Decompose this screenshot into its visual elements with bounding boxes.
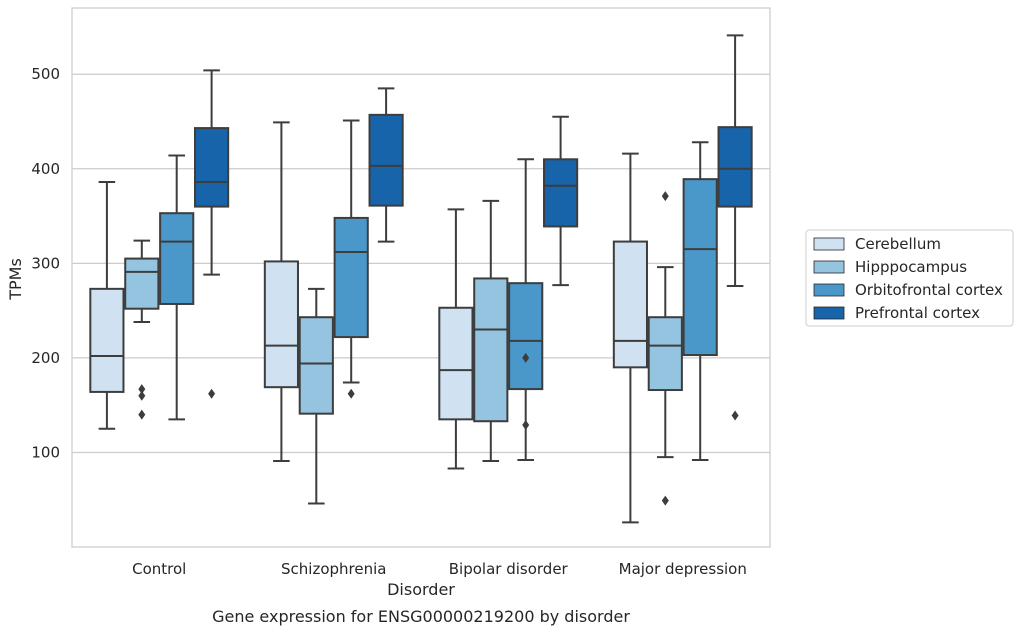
outlier-point: [208, 388, 216, 399]
box-body: [263, 260, 299, 389]
box-orbitofrontal-cortex: [333, 119, 369, 399]
legend-entry-label: Hipppocampus: [855, 258, 967, 276]
plot-area-frame: [71, 7, 771, 548]
legend-frame: [805, 229, 1014, 327]
box-body: [89, 287, 125, 393]
box-body: [508, 282, 544, 391]
box-orbitofrontal-cortex: [508, 158, 544, 462]
outlier-point: [347, 388, 355, 399]
box-prefrontal-cortex: [368, 87, 404, 243]
chart-caption: Gene expression for ENSG00000219200 by d…: [212, 607, 630, 626]
box-orbitofrontal-cortex: [159, 154, 195, 421]
outlier-point: [661, 191, 669, 202]
y-tick-label: 400: [31, 160, 60, 178]
box-groups: [89, 34, 753, 524]
x-tick-label: Schizophrenia: [281, 560, 386, 578]
y-axis-label: TPMs: [6, 258, 25, 301]
legend-swatch: [813, 260, 845, 274]
box-body: [194, 127, 230, 208]
x-axis-label: Disorder: [387, 580, 455, 599]
box-body: [647, 316, 683, 392]
y-tick-label: 200: [31, 349, 60, 367]
outlier-point: [661, 495, 669, 506]
x-tick-label: Major depression: [619, 560, 747, 578]
legend-swatch: [813, 237, 845, 251]
y-tick-label: 100: [31, 443, 60, 461]
y-tick-label: 500: [31, 65, 60, 83]
x-axis-ticks: Control Schizophrenia Bipolar disorder Majo…: [132, 560, 747, 578]
legend-entry-label: Prefrontal cortex: [855, 304, 980, 322]
outlier-point: [731, 410, 739, 421]
box-cerebellum: [612, 152, 648, 524]
box-body: [159, 212, 195, 305]
box-body: [124, 257, 160, 310]
box-prefrontal-cortex: [717, 34, 753, 421]
box-prefrontal-cortex: [543, 115, 579, 287]
box-hipppocampus: [647, 191, 683, 506]
y-tick-label: 300: [31, 254, 60, 272]
box-prefrontal-cortex: [194, 69, 230, 399]
outlier-point: [522, 420, 530, 431]
y-axis-ticks: 100 200 300 400 500: [31, 65, 60, 461]
box-body: [473, 277, 509, 423]
box-body: [333, 216, 369, 339]
legend-entry-label: Orbitofrontal cortex: [855, 281, 1003, 299]
outlier-point: [522, 352, 530, 363]
box-orbitofrontal-cortex: [682, 141, 718, 462]
box-body: [438, 306, 474, 421]
box-cerebellum: [263, 121, 299, 462]
legend-swatch: [813, 283, 845, 297]
x-tick-label: Control: [132, 560, 186, 578]
box-cerebellum: [89, 180, 125, 430]
box-hipppocampus: [298, 287, 334, 505]
legend: Cerebellum Hipppocampus Orbitofrontal cort…: [805, 229, 1014, 327]
box-hipppocampus: [124, 239, 160, 420]
box-body: [543, 158, 579, 228]
box-body: [368, 113, 404, 207]
outlier-point: [138, 409, 146, 420]
box-body: [298, 316, 334, 415]
outlier-point: [138, 390, 146, 401]
box-body: [612, 240, 648, 369]
legend-entry-label: Cerebellum: [855, 235, 941, 253]
box-cerebellum: [438, 208, 474, 470]
outlier-point: [138, 384, 146, 395]
box-hipppocampus: [473, 199, 509, 462]
x-tick-label: Bipolar disorder: [449, 560, 569, 578]
box-body: [717, 126, 753, 208]
legend-swatch: [813, 306, 845, 320]
box-body: [682, 178, 718, 357]
